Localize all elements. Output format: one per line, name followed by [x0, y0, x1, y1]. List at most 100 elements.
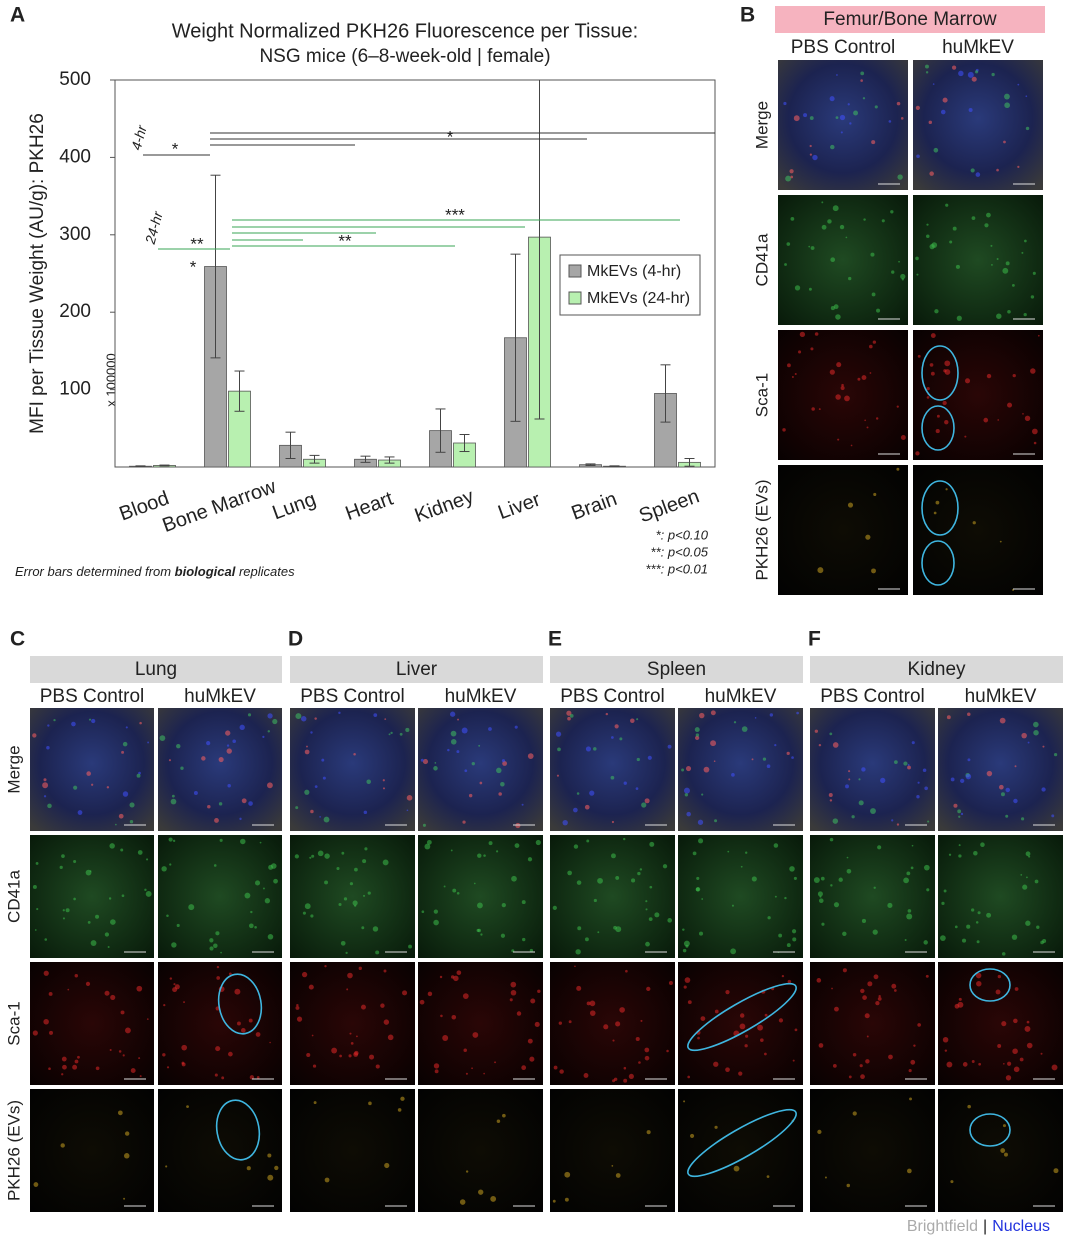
micrograph-speck — [447, 748, 450, 752]
micrograph-speck — [835, 116, 839, 119]
micrograph-speck — [583, 1073, 589, 1078]
micrograph-speck — [636, 718, 639, 721]
micrograph-speck — [900, 117, 904, 120]
micrograph-speck — [839, 224, 845, 230]
micrograph-speck — [820, 876, 825, 881]
micrograph-speck — [188, 904, 195, 911]
micrograph-bg — [290, 1089, 415, 1212]
micrograph-speck — [586, 839, 590, 843]
micrograph-bg — [778, 465, 908, 595]
micrograph-speck — [814, 729, 819, 733]
micrograph-speck — [324, 853, 330, 859]
micrograph-speck — [104, 990, 110, 996]
micrograph-speck — [146, 1018, 149, 1020]
micrograph-bg — [938, 962, 1063, 1085]
micrograph-speck — [646, 1130, 651, 1135]
micrograph-speck — [465, 1072, 468, 1075]
micrograph — [418, 708, 543, 831]
micrograph-speck — [34, 929, 37, 931]
error-bar — [285, 431, 296, 459]
micrograph-speck — [434, 1069, 439, 1074]
micrograph-speck — [683, 1100, 686, 1103]
micrograph-speck — [615, 1173, 621, 1178]
micrograph-speck — [59, 865, 63, 869]
micrograph-speck — [967, 758, 971, 762]
micrograph-speck — [733, 1165, 740, 1172]
micrograph — [678, 708, 803, 831]
micrograph-speck — [61, 1056, 67, 1062]
micrograph-speck — [213, 943, 218, 948]
micrograph-speck — [1024, 415, 1031, 421]
tissue-header — [550, 656, 803, 683]
micrograph-speck — [296, 1016, 303, 1022]
micrograph-speck — [766, 764, 771, 769]
legend-box — [559, 254, 701, 316]
micrograph-speck — [433, 1063, 440, 1069]
micrograph-speck — [794, 373, 797, 376]
micrograph-speck — [640, 1019, 643, 1022]
micrograph-speck — [928, 120, 933, 125]
micrograph-speck — [960, 778, 965, 783]
micrograph-speck — [845, 236, 848, 239]
micrograph-speck — [739, 1023, 746, 1030]
micrograph-speck — [944, 360, 951, 367]
micrograph-speck — [118, 813, 124, 819]
micrograph-speck — [996, 313, 1002, 319]
micrograph-speck — [774, 744, 777, 747]
micrograph-speck — [893, 989, 897, 992]
micrograph-speck — [635, 787, 639, 790]
micrograph-speck — [866, 1035, 869, 1038]
micrograph — [913, 195, 1043, 325]
micrograph-speck — [36, 907, 39, 911]
micrograph-speck — [641, 802, 647, 808]
micrograph-speck — [115, 823, 117, 826]
footnote-part: biological — [175, 564, 236, 579]
micrograph-speck — [214, 1073, 218, 1077]
micrograph-speck — [109, 1048, 112, 1052]
highlight-ellipse — [215, 1099, 261, 1161]
micrograph-speck — [767, 916, 771, 920]
micrograph — [30, 962, 154, 1085]
plot-frame — [114, 79, 716, 468]
micrograph-speck — [247, 713, 252, 717]
micrograph-speck — [631, 878, 636, 883]
micrograph-speck — [373, 713, 378, 717]
micrograph-speck — [817, 567, 824, 574]
micrograph-speck — [809, 153, 812, 156]
micrograph-speck — [998, 784, 1004, 790]
error-bar — [435, 408, 446, 453]
micrograph-speck — [847, 502, 854, 508]
micrograph-speck — [176, 923, 180, 928]
micrograph-speck — [984, 223, 989, 228]
micrograph-speck — [439, 975, 443, 979]
micrograph-speck — [958, 70, 964, 77]
micrograph-speck — [556, 774, 560, 777]
error-bar — [585, 463, 596, 466]
micrograph-speck — [878, 994, 881, 998]
micrograph-speck — [295, 1005, 300, 1010]
error-bar — [510, 253, 521, 422]
micrograph-speck — [339, 1054, 342, 1058]
micrograph-speck — [77, 1055, 80, 1059]
micrograph-speck — [216, 965, 220, 969]
micrograph-speck — [869, 372, 872, 374]
micrograph-speck — [558, 1021, 563, 1025]
micrograph-speck — [958, 844, 961, 847]
micrograph-speck — [615, 875, 620, 880]
micrograph-speck — [53, 718, 56, 722]
micrograph-speck — [955, 264, 960, 269]
micrograph-speck — [944, 419, 949, 425]
micrograph-speck — [593, 747, 597, 751]
micrograph-speck — [860, 79, 863, 82]
micrograph-speck — [929, 363, 934, 367]
micrograph-speck — [817, 1129, 822, 1134]
micrograph-speck — [215, 1046, 221, 1052]
micrograph-speck — [942, 1037, 949, 1043]
micrograph-speck — [916, 154, 920, 159]
micrograph-speck — [44, 938, 48, 941]
micrograph-speck — [71, 721, 76, 727]
micrograph-bg — [913, 330, 1043, 460]
micrograph-speck — [358, 966, 362, 971]
micrograph-speck — [43, 1018, 49, 1025]
micrograph-speck — [338, 902, 342, 907]
